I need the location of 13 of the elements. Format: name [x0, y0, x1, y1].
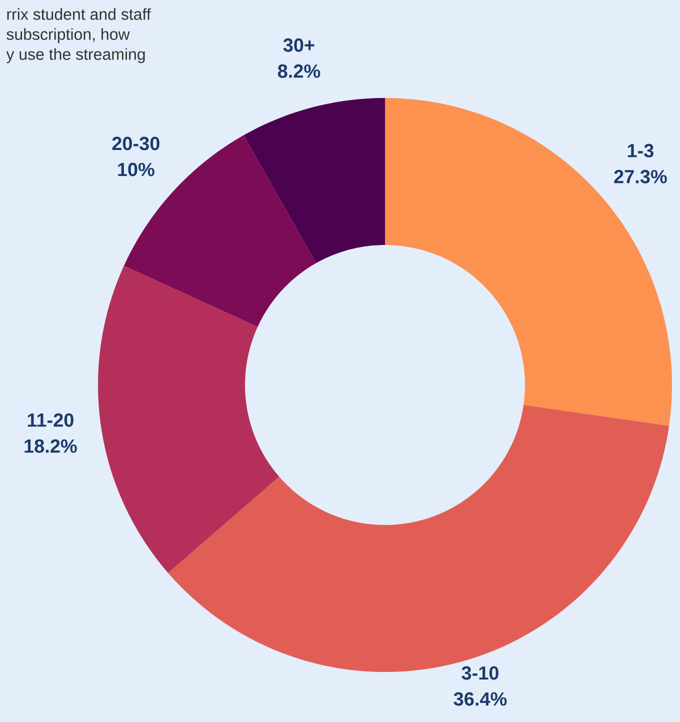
- slice-label: 3-10: [462, 666, 498, 680]
- data-label: 36.4%: [454, 692, 507, 706]
- data-label: 8.2%: [278, 64, 320, 78]
- slice-label: 1-3: [628, 144, 654, 158]
- data-label: 10%: [118, 162, 154, 176]
- text: y use the streaming: [6, 48, 145, 64]
- slice-label: 20-30: [112, 136, 160, 150]
- slice-label: 30+: [283, 38, 314, 52]
- data-label: 27.3%: [614, 170, 667, 184]
- text: rrix student and staff: [7, 8, 151, 20]
- text: subscription, how: [6, 28, 130, 44]
- slice-label: 11-20: [28, 413, 74, 427]
- data-label: 18.2%: [24, 439, 77, 453]
